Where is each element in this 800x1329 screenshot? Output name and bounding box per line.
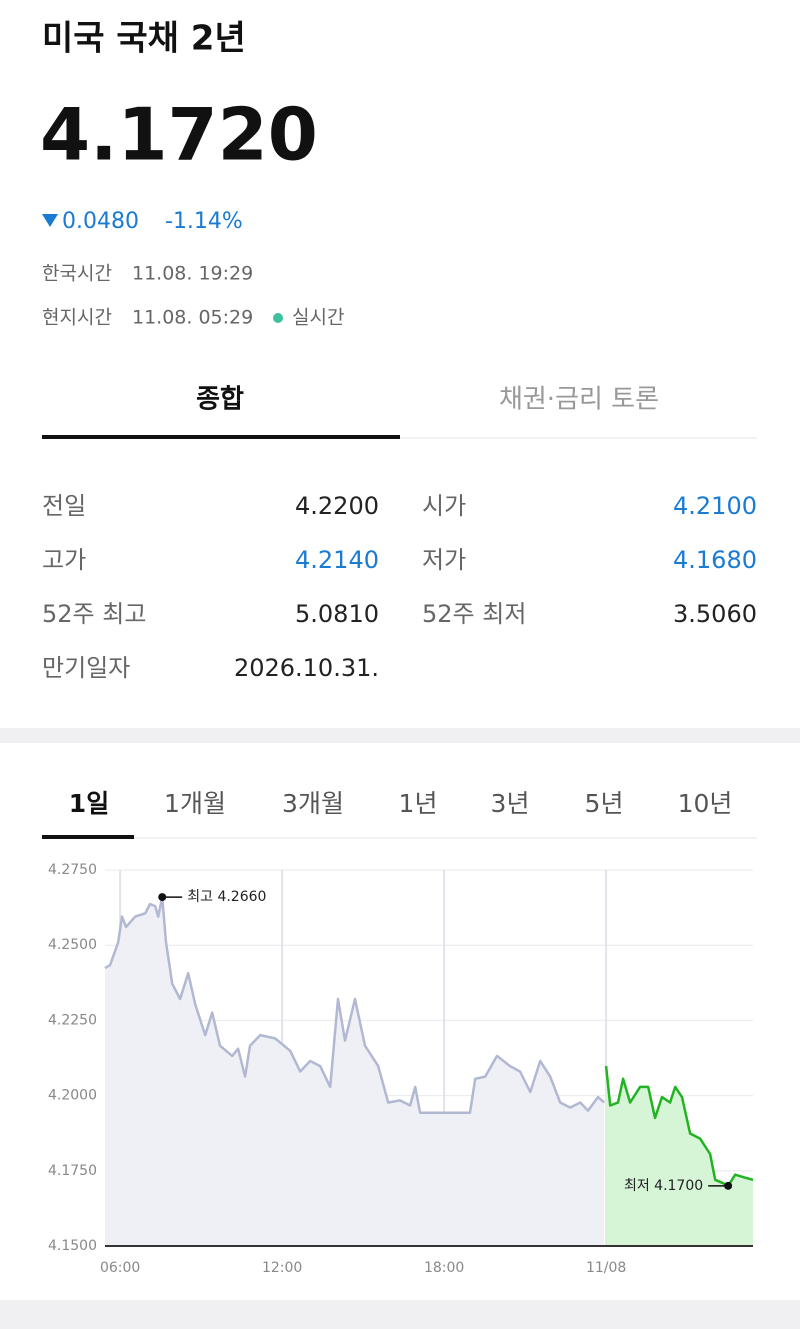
annotation: 최고 4.2660: [187, 889, 266, 905]
stat-value: 3.5060: [673, 600, 757, 628]
local-label: 현지시간: [42, 307, 112, 329]
tab[interactable]: 종합: [196, 385, 244, 415]
y-tick-label: 4.1500: [48, 1238, 97, 1254]
bottom-gap: [0, 1300, 800, 1329]
live-dot: [273, 313, 283, 323]
y-tick-label: 4.2250: [48, 1012, 97, 1028]
range-tab[interactable]: 10년: [678, 789, 733, 818]
line: [104, 895, 606, 1114]
stat-label: 고가: [42, 546, 86, 574]
range-tab[interactable]: 3개월: [282, 789, 344, 818]
y-tick-label: 4.2000: [48, 1088, 97, 1104]
range-tab[interactable]: 1일: [69, 789, 109, 818]
kst: 11.08. 19:29: [132, 263, 253, 285]
stat-value: 4.1680: [673, 546, 757, 574]
local: 11.08. 05:29: [132, 307, 253, 329]
stat-label: 52주 최저: [422, 600, 526, 628]
status: 실시간: [292, 307, 344, 329]
stat-label: 전일: [42, 492, 86, 520]
change: 0.0480: [62, 209, 139, 234]
range-tab[interactable]: 1년: [399, 789, 438, 818]
down-arrow: [42, 214, 58, 227]
stat-label: 저가: [422, 546, 466, 574]
x-tick-label: 06:00: [100, 1260, 140, 1276]
x-tick-label: 11/08: [586, 1260, 626, 1276]
section-gap: [0, 728, 800, 743]
stat-value: 4.2200: [295, 492, 379, 520]
stat-value: 4.2140: [295, 546, 379, 574]
range-tab[interactable]: 1개월: [164, 789, 226, 818]
y-tick-label: 4.1750: [48, 1163, 97, 1179]
annotation: 최저 4.1700: [624, 1178, 703, 1194]
range-underline: [42, 835, 134, 839]
stat-label: 52주 최고: [42, 600, 146, 628]
change-pct: -1.14%: [165, 209, 243, 234]
range-tab[interactable]: 5년: [585, 789, 624, 818]
stat-label: 만기일자: [42, 654, 130, 682]
price: 4.1720: [40, 93, 318, 177]
range-tab[interactable]: 3년: [491, 789, 530, 818]
stat-value: 5.0810: [295, 600, 379, 628]
area: [606, 1066, 753, 1246]
title: 미국 국채 2년: [42, 19, 246, 59]
x-tick-label: 18:00: [424, 1260, 464, 1276]
stat-label: 시가: [422, 492, 466, 520]
kst-label: 한국시간: [42, 263, 112, 285]
annotation-point: [724, 1181, 733, 1190]
tab-underline: [42, 435, 400, 439]
y-tick-label: 4.2500: [48, 937, 97, 953]
x-tick-label: 12:00: [262, 1260, 302, 1276]
stat-value: 4.2100: [673, 492, 757, 520]
stat-value: 2026.10.31.: [234, 654, 379, 682]
y-tick-label: 4.2750: [48, 862, 97, 878]
tab[interactable]: 채권·금리 토론: [499, 385, 659, 415]
annotation-point: [158, 893, 167, 902]
area: [105, 897, 605, 1246]
